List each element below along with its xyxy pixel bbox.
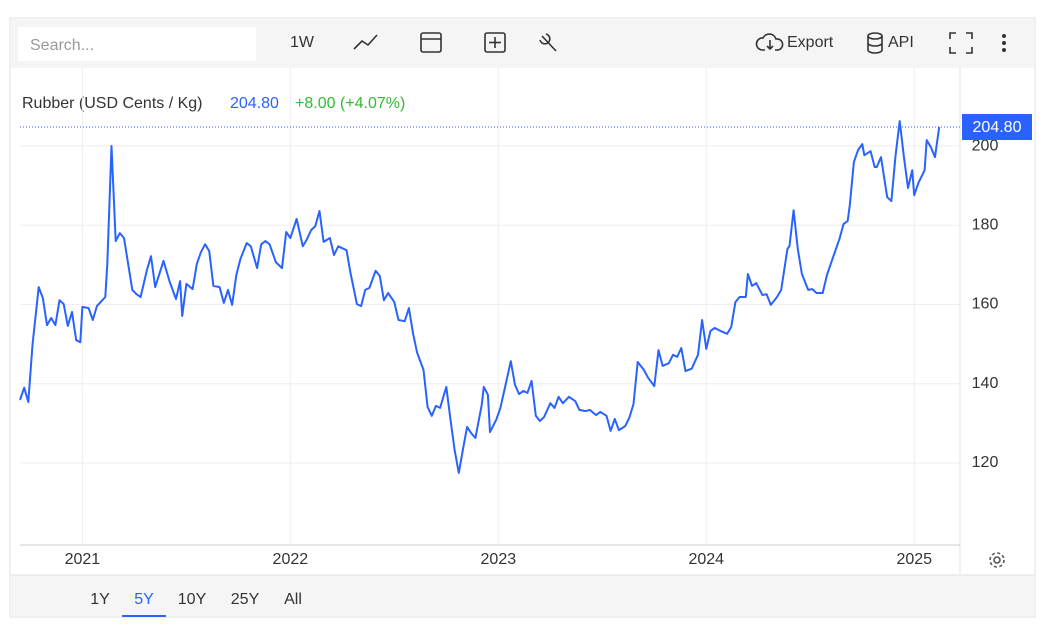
export-button[interactable]: Export xyxy=(787,34,834,51)
calendar-icon[interactable] xyxy=(420,32,442,53)
export-icon[interactable] xyxy=(755,33,784,51)
fullscreen-icon[interactable] xyxy=(949,32,973,54)
price-line xyxy=(19,120,941,474)
gear-icon[interactable] xyxy=(989,552,1005,568)
range-bar xyxy=(11,575,1034,616)
y-tick-label: 120 xyxy=(972,454,999,471)
line-type-icon[interactable] xyxy=(353,34,378,50)
x-tick-label: 2022 xyxy=(273,551,309,568)
x-tick-label: 2021 xyxy=(65,551,101,568)
x-tick-label: 2023 xyxy=(481,551,517,568)
range-button[interactable]: 10Y xyxy=(178,591,207,608)
change: +8.00 (+4.07%) xyxy=(295,95,405,112)
last-value-badge-label: 204.80 xyxy=(973,119,1022,136)
range-button[interactable]: 25Y xyxy=(231,591,260,608)
api-button[interactable]: API xyxy=(888,34,914,51)
x-tick-label: 2024 xyxy=(688,551,724,568)
range-button[interactable]: All xyxy=(284,591,302,608)
y-tick-label: 180 xyxy=(972,217,999,234)
menu-icon[interactable] xyxy=(1002,34,1006,52)
y-tick-label: 140 xyxy=(972,375,999,392)
y-tick-label: 160 xyxy=(972,296,999,313)
compare-icon[interactable] xyxy=(484,32,506,53)
interval-button[interactable]: 1W xyxy=(290,34,315,51)
range-button[interactable]: 1Y xyxy=(90,591,110,608)
last-value-badge xyxy=(962,114,1032,141)
chart-title: Rubber (USD Cents / Kg) xyxy=(22,95,203,112)
range-button[interactable]: 5Y xyxy=(134,591,154,608)
settings-tool-icon[interactable] xyxy=(539,33,557,52)
last-value: 204.80 xyxy=(230,95,279,112)
search-placeholder: Search... xyxy=(30,37,94,54)
y-tick-label: 200 xyxy=(972,137,999,154)
frame xyxy=(9,17,1036,618)
x-tick-label: 2025 xyxy=(896,551,932,568)
search-box[interactable] xyxy=(18,27,256,61)
toolbar-icons xyxy=(353,32,973,54)
